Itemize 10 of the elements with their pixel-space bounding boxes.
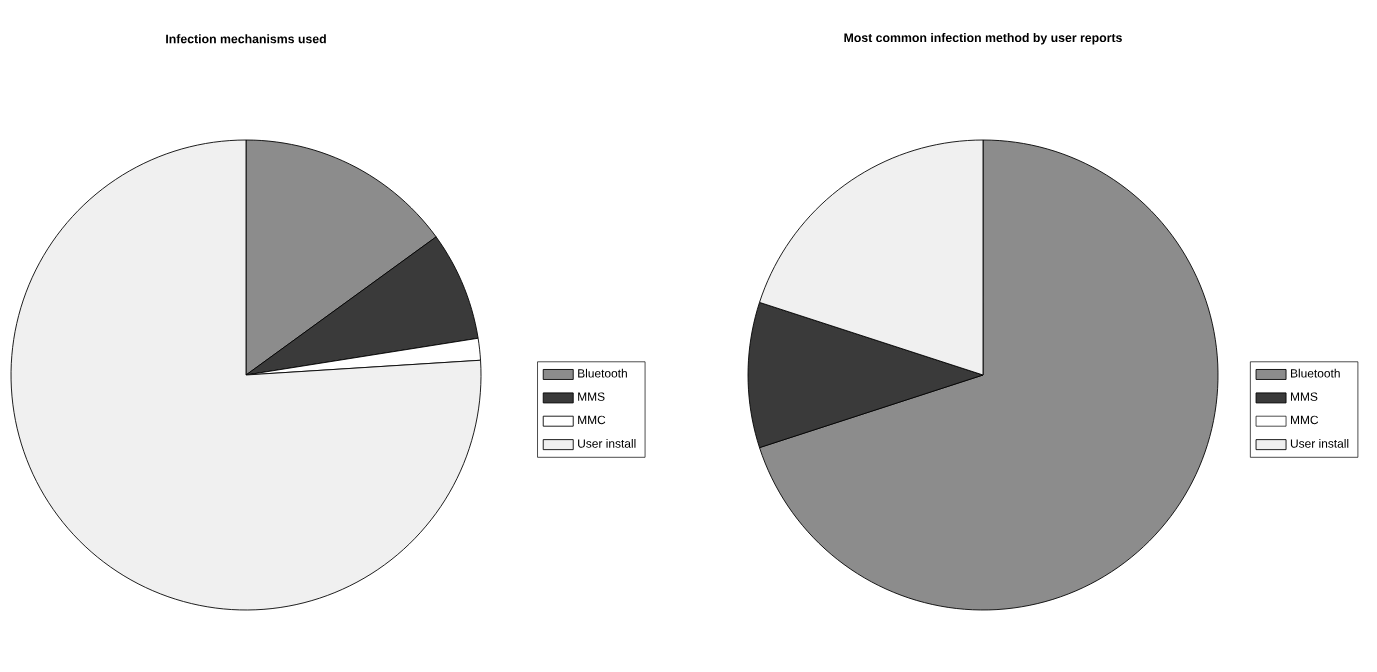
legend-label: MMS xyxy=(578,392,605,401)
chart-title: Most common infection method by user reports xyxy=(844,33,1122,45)
legend-label: MMS xyxy=(1291,392,1318,401)
legend-label: Bluetooth xyxy=(578,368,627,378)
legend-label: Bluetooth xyxy=(1291,368,1340,378)
legend-label: MMC xyxy=(1291,415,1319,425)
legend-label: User install xyxy=(1290,438,1349,448)
legend-label: User install xyxy=(578,438,636,448)
legend-label: MMC xyxy=(578,415,606,425)
chart-title: Infection mechanisms used xyxy=(166,34,326,44)
